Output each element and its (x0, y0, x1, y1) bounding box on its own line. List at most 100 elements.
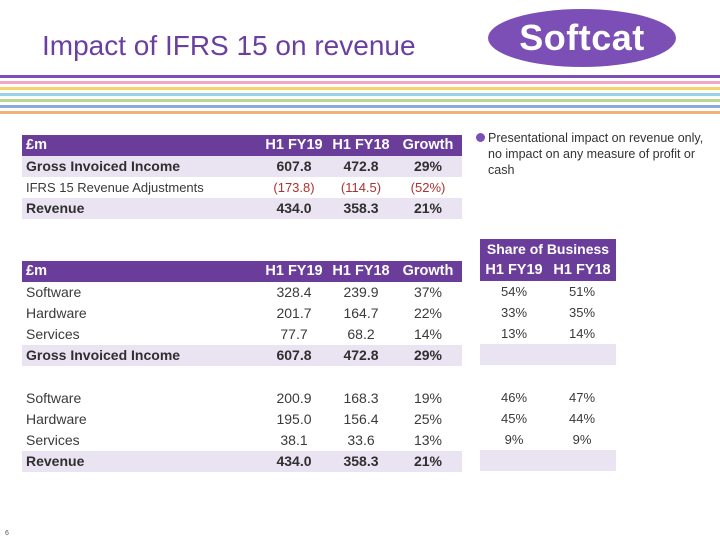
logo-text: Softcat (519, 17, 645, 58)
share-title: Share of Business (480, 239, 616, 260)
cell: 13% (500, 326, 528, 341)
cell: (52%) (410, 180, 446, 195)
table-row: Revenue 434.0 358.3 21% (22, 198, 462, 219)
stripe (0, 99, 720, 102)
stripe (0, 111, 720, 114)
table-row: 46% 47% (480, 387, 616, 408)
cell: 13% (413, 432, 443, 448)
row-label: Services (26, 432, 80, 448)
cell: 14% (413, 326, 443, 342)
softcat-logo: Softcat (488, 9, 676, 67)
cell: 46% (500, 390, 528, 405)
header-cell: H1 FY18 (328, 135, 394, 156)
table-row: Software 328.4 239.9 37% (22, 282, 462, 303)
cell: 33.6 (347, 432, 375, 448)
row-label: Gross Invoiced Income (22, 345, 260, 366)
stripe (0, 93, 720, 96)
page-number: 6 (5, 530, 9, 537)
row-label: Revenue (22, 451, 260, 472)
cell: 37% (413, 284, 443, 300)
header-cell: H1 FY18 (328, 261, 394, 282)
cell: 25% (413, 411, 443, 427)
table-row: IFRS 15 Revenue Adjustments (173.8) (114… (22, 177, 462, 198)
cell: 35% (568, 305, 596, 320)
table-row: Hardware 201.7 164.7 22% (22, 303, 462, 324)
cell: 607.8 (260, 345, 328, 366)
cell: 68.2 (347, 326, 375, 342)
table-spacer-row (22, 366, 462, 388)
cell: 9% (572, 432, 592, 447)
cell: 29% (394, 345, 462, 366)
stripe (0, 105, 720, 108)
cell: 38.1 (280, 432, 308, 448)
row-label: Hardware (26, 411, 87, 427)
cell: 239.9 (343, 284, 379, 300)
cell: 358.3 (328, 451, 394, 472)
stripe (0, 81, 720, 84)
cell: 29% (394, 156, 462, 177)
header-cell: H1 FY19 (480, 260, 548, 281)
bullet-note: Presentational impact on revenue only, n… (476, 130, 704, 178)
cell: 44% (568, 411, 596, 426)
cell: 200.9 (276, 390, 312, 406)
cell: 472.8 (328, 156, 394, 177)
category-breakdown-table: £m H1 FY19 H1 FY18 Growth Software 328.4… (22, 261, 462, 472)
decorative-stripes (0, 75, 720, 117)
table-row: Gross Invoiced Income 607.8 472.8 29% (22, 156, 462, 177)
header-cell: H1 FY18 (548, 260, 616, 281)
header-cell: Growth (394, 135, 462, 156)
table-row: 33% 35% (480, 302, 616, 323)
cell: 21% (394, 451, 462, 472)
stripe (0, 75, 720, 78)
cell: (173.8) (273, 180, 315, 195)
cell: 47% (568, 390, 596, 405)
cell: 33% (500, 305, 528, 320)
cell: 45% (500, 411, 528, 426)
table-header-row: H1 FY19 H1 FY18 (480, 260, 616, 281)
table-row: Services 77.7 68.2 14% (22, 324, 462, 345)
bullet-icon (476, 133, 485, 142)
row-label: IFRS 15 Revenue Adjustments (26, 180, 204, 195)
cell: 21% (394, 198, 462, 219)
header-cell: £m (22, 261, 260, 282)
row-label: Software (26, 390, 82, 406)
table-row: Gross Invoiced Income 607.8 472.8 29% (22, 345, 462, 366)
row-label: Software (26, 284, 82, 300)
table-row: 9% 9% (480, 429, 616, 450)
row-label: Gross Invoiced Income (22, 156, 260, 177)
row-label: Revenue (22, 198, 260, 219)
table-row: 54% 51% (480, 281, 616, 302)
header-cell: H1 FY19 (260, 135, 328, 156)
table-spacer-row (480, 450, 616, 471)
cell: 607.8 (260, 156, 328, 177)
cell: 14% (568, 326, 596, 341)
page-title: Impact of IFRS 15 on revenue (42, 30, 416, 61)
cell: 328.4 (276, 284, 312, 300)
share-title-row: Share of Business (480, 239, 616, 260)
stripe (0, 87, 720, 90)
share-of-business-table: Share of Business H1 FY19 H1 FY18 54% 51… (480, 239, 616, 471)
cell: 472.8 (328, 345, 394, 366)
table-row: 13% 14% (480, 323, 616, 344)
cell: 51% (568, 284, 596, 299)
table-row: 45% 44% (480, 408, 616, 429)
cell: 19% (413, 390, 443, 406)
table-row: Revenue 434.0 358.3 21% (22, 451, 462, 472)
cell: 22% (413, 305, 443, 321)
table-header-row: £m H1 FY19 H1 FY18 Growth (22, 135, 462, 156)
header-cell: Growth (394, 261, 462, 282)
cell: 358.3 (328, 198, 394, 219)
cell: 434.0 (260, 198, 328, 219)
cell: 168.3 (343, 390, 379, 406)
header-cell: H1 FY19 (260, 261, 328, 282)
table-header-row: £m H1 FY19 H1 FY18 Growth (22, 261, 462, 282)
cell: 9% (504, 432, 524, 447)
cell: (114.5) (340, 180, 382, 195)
cell: 77.7 (280, 326, 308, 342)
bullet-text: Presentational impact on revenue only, n… (488, 131, 704, 177)
ifrs15-summary-table: £m H1 FY19 H1 FY18 Growth Gross Invoiced… (22, 135, 462, 219)
cell: 164.7 (343, 305, 379, 321)
cell: 54% (500, 284, 528, 299)
cell: 195.0 (276, 411, 312, 427)
table-spacer-row (480, 365, 616, 387)
